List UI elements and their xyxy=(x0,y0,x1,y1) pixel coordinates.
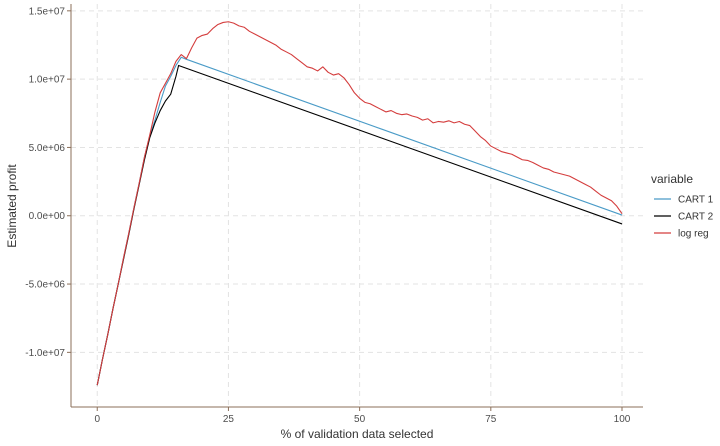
y-tick-label: -5.0e+06 xyxy=(25,280,65,291)
axes xyxy=(67,4,643,411)
x-tick-label: 0 xyxy=(94,414,100,425)
x-tick-label: 25 xyxy=(223,414,235,425)
legend-label-log-reg: log reg xyxy=(678,229,709,240)
y-tick-label: 5.0e+06 xyxy=(29,143,66,154)
series-line-log-reg xyxy=(96,21,623,386)
legend-label-cart-2: CART 2 xyxy=(678,212,714,223)
legend-title: variable xyxy=(651,172,693,186)
y-tick-label: -1.0e+07 xyxy=(25,348,65,359)
x-tick-label: 100 xyxy=(614,414,631,425)
x-axis-title: % of validation data selected xyxy=(281,427,434,441)
y-axis-title: Estimated profit xyxy=(5,164,19,248)
legend: variable CART 1 CART 2 log reg xyxy=(651,172,714,240)
y-tick-label: 0.0e+00 xyxy=(29,211,66,222)
y-tick-label: 1.5e+07 xyxy=(29,6,66,17)
x-tick-label: 50 xyxy=(354,414,366,425)
series-lines xyxy=(96,21,623,386)
tick-labels: 0 25 50 75 100 -1.0e+07 -5.0e+06 0.0e+00 5.0e+06… xyxy=(25,6,631,425)
y-tick-label: 1.0e+07 xyxy=(29,75,66,86)
grid xyxy=(71,4,643,407)
legend-label-cart-1: CART 1 xyxy=(678,195,714,206)
x-tick-label: 75 xyxy=(485,414,497,425)
